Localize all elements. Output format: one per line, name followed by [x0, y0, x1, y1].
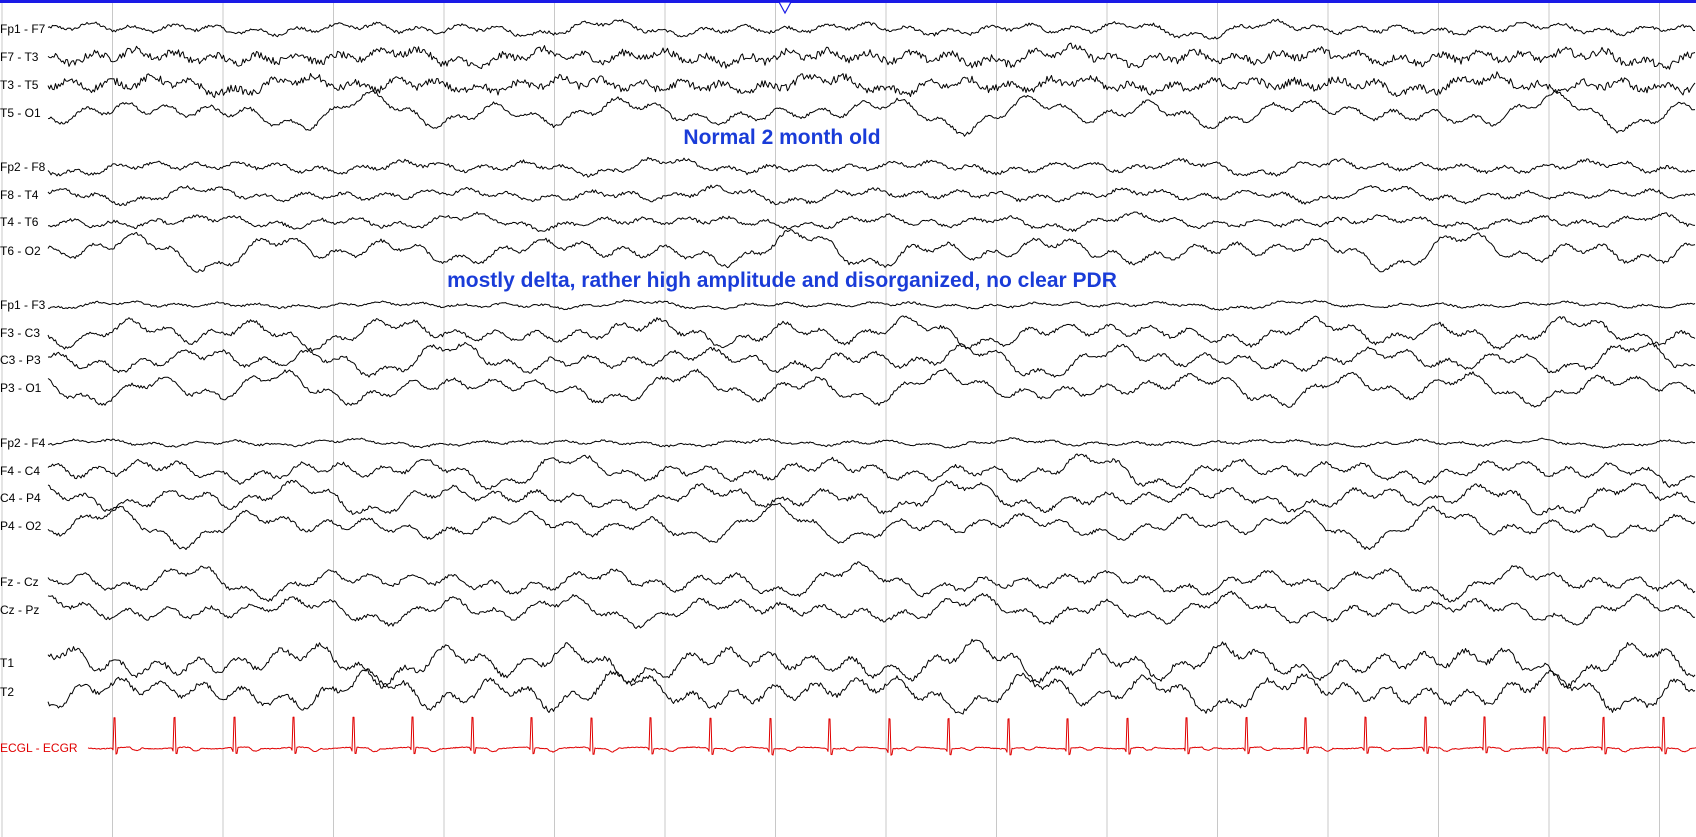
trace-fp2-f8: [47, 156, 1696, 178]
trace-ecgl-ecgr: [87, 716, 1696, 756]
trace-fz-cz: [47, 561, 1696, 603]
trace-cz-pz: [47, 590, 1696, 629]
trace-f4-c4: [47, 453, 1696, 490]
channel-label[interactable]: C4 - P4: [0, 491, 41, 505]
channel-label[interactable]: P4 - O2: [0, 519, 42, 533]
trace-t3-t5: [47, 71, 1696, 98]
channel-label[interactable]: F4 - C4: [0, 464, 40, 478]
trace-c4-p4: [47, 479, 1696, 516]
annotation-title: Normal 2 month old: [683, 126, 880, 149]
channel-label[interactable]: T5 - O1: [0, 106, 41, 120]
trace-p4-o2: [47, 502, 1696, 550]
trace-t6-o2: [47, 229, 1696, 273]
channel-label[interactable]: F8 - T4: [0, 188, 39, 202]
channel-label[interactable]: P3 - O1: [0, 381, 42, 395]
channel-label[interactable]: T3 - T5: [0, 78, 39, 92]
channel-label[interactable]: T2: [0, 685, 14, 699]
trace-t5-o1: [47, 89, 1696, 137]
channel-label[interactable]: T4 - T6: [0, 215, 39, 229]
trace-c3-p3: [47, 341, 1696, 378]
channel-label[interactable]: Fz - Cz: [0, 575, 39, 589]
trace-fp2-f4: [47, 437, 1696, 449]
trace-f7-t3: [47, 42, 1696, 70]
time-grid: [1, 3, 1660, 837]
trace-layer: [47, 18, 1696, 756]
trace-t1: [47, 638, 1696, 689]
channel-label[interactable]: Cz - Pz: [0, 603, 39, 617]
channel-label[interactable]: Fp1 - F7: [0, 22, 46, 36]
trace-t2: [47, 668, 1696, 715]
channel-label[interactable]: T1: [0, 656, 14, 670]
top-time-bar[interactable]: [0, 0, 1696, 3]
trace-t4-t6: [48, 211, 1696, 232]
trace-p3-o1: [47, 368, 1696, 408]
trace-f3-c3: [47, 315, 1696, 352]
trace-fp1-f7: [47, 18, 1696, 40]
annotation-description: mostly delta, rather high amplitude and …: [447, 269, 1117, 292]
channel-label[interactable]: ECGL - ECGR: [0, 741, 78, 755]
channel-labels: Fp1 - F7 F7 - T3 T3 - T5 T5 - O1 Fp2 - F8 F8 …: [0, 22, 78, 755]
trace-fp1-f3: [47, 299, 1696, 311]
channel-label[interactable]: C3 - P3: [0, 353, 41, 367]
channel-label[interactable]: F7 - T3: [0, 50, 39, 64]
channel-label[interactable]: Fp2 - F4: [0, 436, 46, 450]
channel-label[interactable]: F3 - C3: [0, 326, 40, 340]
channel-label[interactable]: T6 - O2: [0, 244, 41, 258]
trace-f8-t4: [47, 184, 1696, 207]
triangle-down-marker-icon[interactable]: [777, 1, 793, 15]
channel-label[interactable]: Fp1 - F3: [0, 298, 46, 312]
channel-label[interactable]: Fp2 - F8: [0, 160, 46, 174]
